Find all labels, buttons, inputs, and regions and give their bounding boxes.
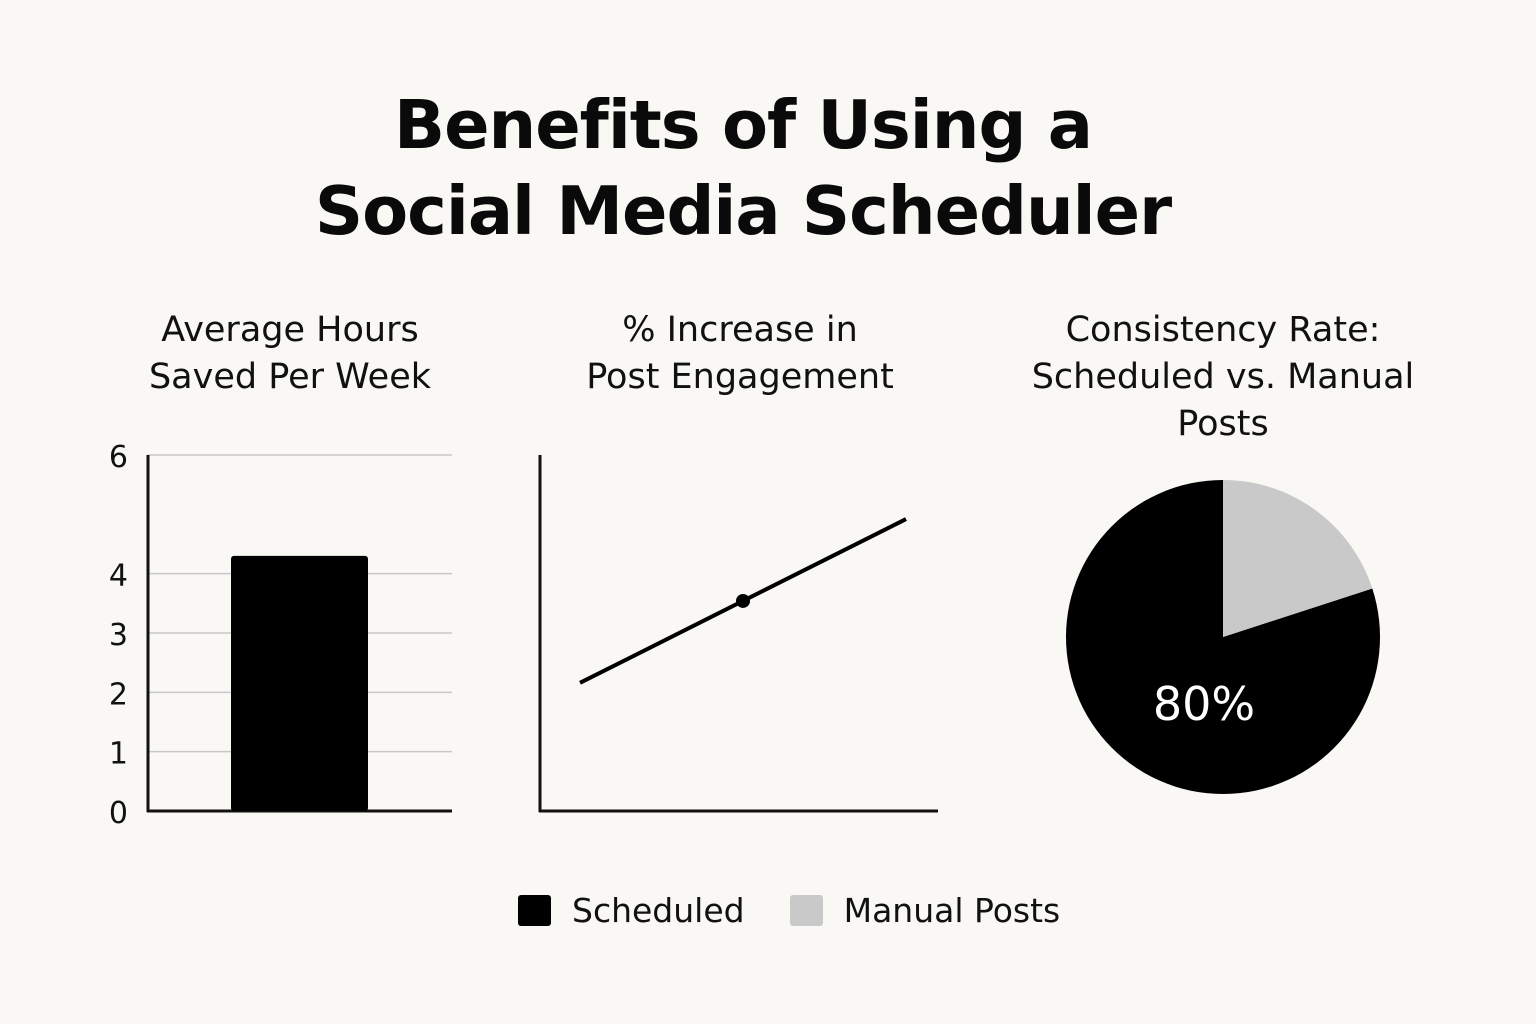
pie-chart-title-line-2: Scheduled vs. Manual xyxy=(1031,357,1415,397)
pie-chart-title: Consistency Rate: Scheduled vs. Manual P… xyxy=(1000,307,1446,448)
legend-item-scheduled: Scheduled xyxy=(518,891,745,930)
page-title-line-1: Benefits of Using a xyxy=(394,86,1093,164)
pie-chart: 80% xyxy=(1065,480,1380,794)
legend-swatch-scheduled xyxy=(518,894,551,926)
legend-label-scheduled: Scheduled xyxy=(572,890,745,930)
bar-y-tick-label: 3 xyxy=(109,618,128,653)
legend-item-manual: Manual Posts xyxy=(789,890,1061,930)
bar-chart-title-line-2: Saved Per Week xyxy=(148,357,432,397)
legend: Scheduled Manual Posts xyxy=(518,888,1060,932)
line-point xyxy=(736,593,750,608)
page-title-line-2: Social Media Scheduler xyxy=(314,172,1172,250)
bar-y-tick-label: 0 xyxy=(109,796,128,831)
bar-y-tick-label: 4 xyxy=(109,559,128,594)
bar-y-tick-label: 1 xyxy=(109,737,128,772)
line-chart xyxy=(538,455,938,813)
pie-chart-title-line-3: Posts xyxy=(1177,404,1269,444)
line-chart-title: % Increase in Post Engagement xyxy=(540,307,940,401)
pie-chart-title-line-1: Consistency Rate: xyxy=(1065,310,1381,350)
bar-chart-title: Average Hours Saved Per Week xyxy=(110,307,470,401)
bar-chart: 0 1 2 3 4 6 xyxy=(109,440,452,831)
bar-chart-title-line-1: Average Hours xyxy=(161,310,419,350)
pie-slice-manual xyxy=(1223,480,1373,637)
page-title: Benefits of Using a Social Media Schedul… xyxy=(0,82,1486,254)
legend-swatch-manual xyxy=(789,894,823,926)
bar-y-tick-label: 6 xyxy=(109,440,128,475)
bar xyxy=(231,555,368,811)
line-chart-title-line-1: % Increase in xyxy=(622,310,858,350)
legend-label-manual: Manual Posts xyxy=(843,890,1061,930)
pie-slice-label-scheduled: 80% xyxy=(1153,677,1255,731)
bar-y-tick-label: 2 xyxy=(109,677,128,712)
line-chart-title-line-2: Post Engagement xyxy=(586,357,894,397)
